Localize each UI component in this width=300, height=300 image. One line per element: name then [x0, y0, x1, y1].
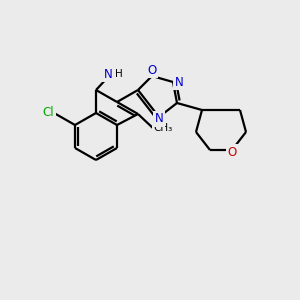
- Text: O: O: [227, 146, 237, 158]
- Text: N: N: [103, 68, 112, 80]
- Text: CH₃: CH₃: [153, 123, 172, 133]
- Text: H: H: [115, 69, 123, 79]
- Text: N: N: [175, 76, 183, 88]
- Text: N: N: [154, 112, 164, 125]
- Text: O: O: [147, 64, 157, 76]
- Text: Cl: Cl: [42, 106, 54, 119]
